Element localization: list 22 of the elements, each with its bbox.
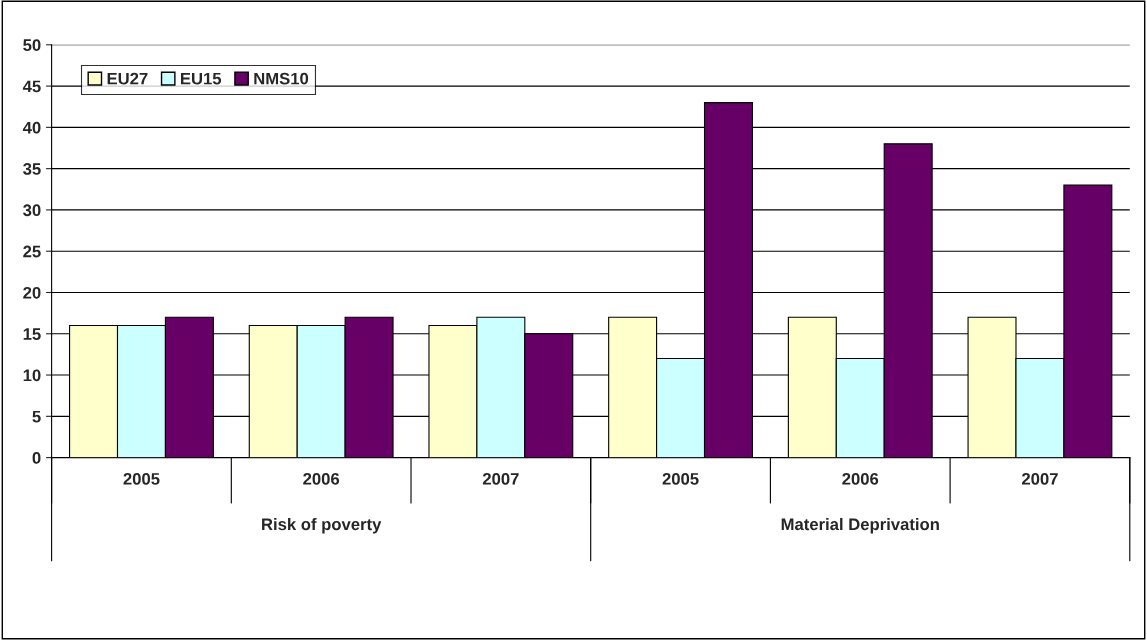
y-tick-label: 50: [23, 39, 41, 51]
y-tick-label: 45: [22, 80, 41, 93]
text: Risk of poverty: [262, 517, 382, 534]
y-tick-label: 25: [23, 245, 41, 258]
x-tick-label: 2007: [1021, 472, 1058, 485]
y-tick-label: 35: [23, 163, 41, 175]
y-tick-label: 30: [23, 204, 41, 217]
y-tick-label: 5: [32, 410, 41, 423]
x-tick-label: 2006: [303, 472, 340, 485]
x-tick-label: 2007: [482, 472, 519, 485]
legend-label: EU27: [107, 72, 148, 85]
x-tick-label: 2005: [123, 472, 160, 485]
y-tick-label: 15: [23, 328, 41, 340]
y-tick-label: 10: [23, 369, 41, 382]
x-tick-label: 2005: [662, 472, 699, 485]
legend-label: EU15: [180, 72, 222, 85]
y-tick-label: 20: [23, 286, 41, 299]
y-tick-label: 40: [22, 121, 41, 134]
text: Material Deprivation: [781, 517, 939, 534]
legend-label: NMS10: [254, 72, 309, 85]
y-tick-label: 0: [32, 452, 41, 464]
x-tick-label: 2006: [842, 472, 879, 485]
